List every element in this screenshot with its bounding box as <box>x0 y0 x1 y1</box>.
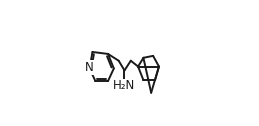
Text: N: N <box>85 61 94 74</box>
Text: H₂N: H₂N <box>113 79 136 92</box>
